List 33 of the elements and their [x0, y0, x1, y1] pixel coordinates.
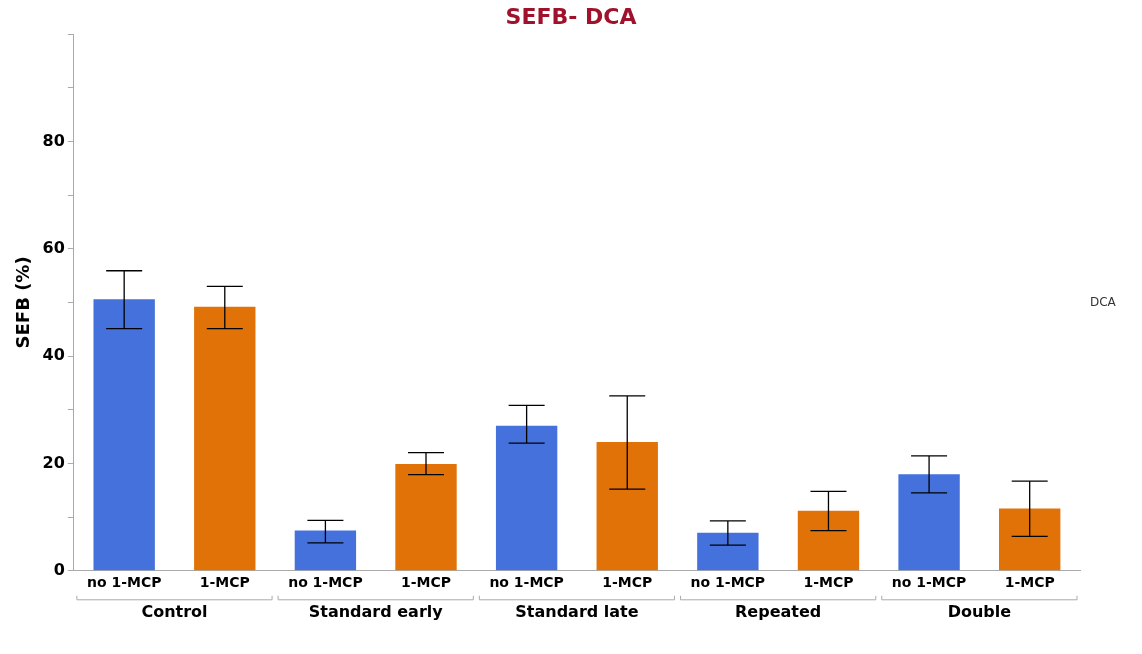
bar — [898, 474, 960, 571]
bar — [797, 510, 860, 571]
x-tick-label: Standard late — [515, 601, 639, 621]
bar — [596, 441, 658, 571]
series-label: no 1-MCP — [288, 574, 363, 591]
text: DCA — [1090, 294, 1117, 309]
bar — [999, 508, 1061, 571]
y-tick-label: 0 — [53, 559, 65, 579]
bar — [194, 306, 256, 571]
text: 1-MCP — [401, 574, 452, 591]
text: no 1-MCP — [891, 574, 967, 591]
y-tick-label: 40 — [42, 345, 65, 365]
bar — [294, 530, 357, 571]
bar — [395, 463, 457, 571]
text: no 1-MCP — [489, 574, 564, 591]
bar — [93, 299, 155, 571]
y-tick-label: 20 — [42, 452, 65, 472]
text: 1-MCP — [1004, 574, 1055, 591]
text: no 1-MCP — [690, 574, 766, 591]
x-tick-label: Repeated — [735, 601, 822, 621]
bar — [697, 532, 759, 571]
text: no 1-MCP — [86, 574, 162, 591]
y-axis-title: SEFB (%) — [12, 256, 34, 349]
text: 1-MCP — [803, 574, 854, 591]
bar — [495, 425, 558, 571]
x-tick-label: Control — [141, 601, 208, 621]
y-tick-label: 60 — [42, 237, 65, 257]
x-tick-label: Double — [947, 601, 1012, 621]
x-tick-label: Standard early — [308, 601, 444, 621]
y-tick-label: 80 — [42, 130, 65, 150]
text: 1-MCP — [602, 574, 653, 591]
chart-title: SEFB- DCA — [504, 4, 638, 29]
series-label: 1-MCP — [199, 574, 250, 591]
